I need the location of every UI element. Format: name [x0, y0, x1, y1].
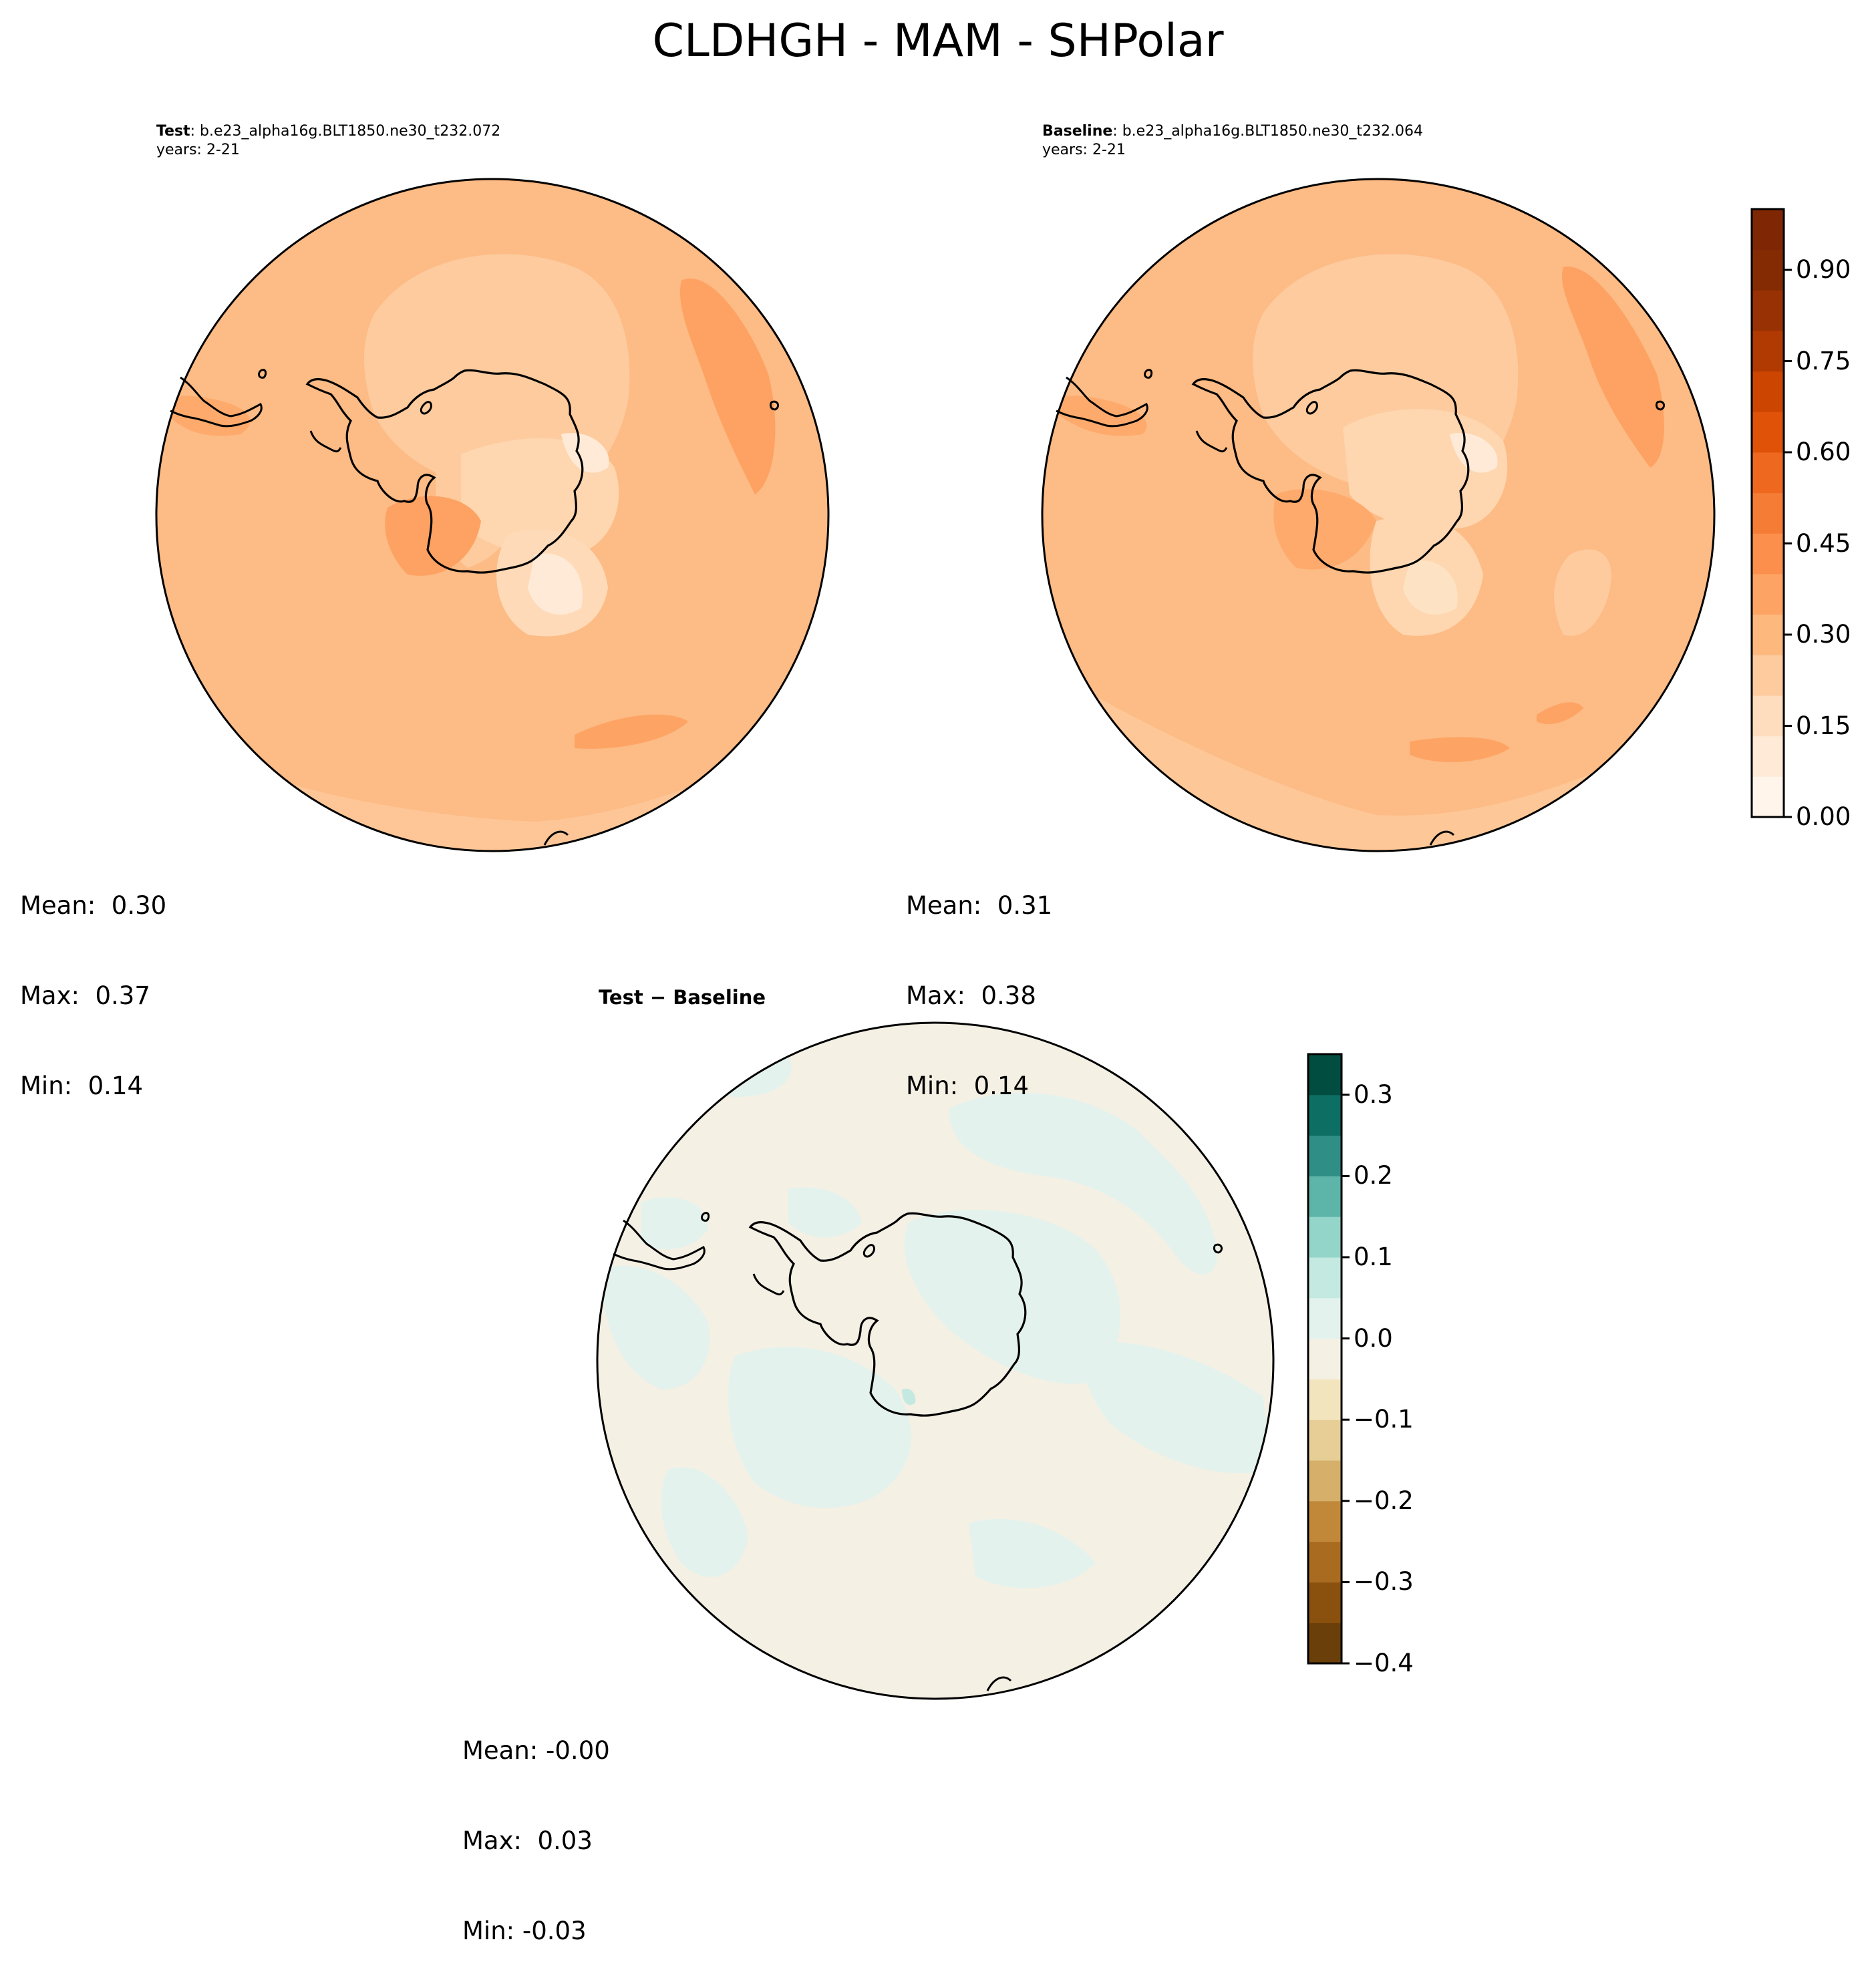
colorbar-segment [1752, 411, 1784, 453]
colorbar-segment [1752, 209, 1784, 251]
colorbar-segment [1308, 1176, 1342, 1217]
colorbar-segment [1308, 1054, 1342, 1096]
diff-stats: Mean: -0.00 Max: 0.03 Min: -0.03 [462, 1675, 610, 1976]
colorbar-segment [1308, 1420, 1342, 1461]
colorbar-tick-label: 0.00 [1796, 802, 1851, 831]
colorbar-tick-label: 0.90 [1796, 255, 1851, 284]
diff-colorbar-frame [1307, 1053, 1343, 1665]
test-min: Min: 0.14 [20, 1072, 144, 1100]
colorbar-segment [1752, 735, 1784, 777]
main-colorbar-ticks [1784, 269, 1792, 818]
colorbar-segment [1752, 331, 1784, 372]
colorbar-tick-label: 0.60 [1796, 438, 1851, 466]
test-label: Test [156, 123, 190, 140]
colorbar-tick-label: −0.3 [1354, 1567, 1414, 1597]
colorbar-segment [1752, 290, 1784, 331]
colorbar-segment [1308, 1460, 1342, 1502]
colorbar-segment [1308, 1135, 1342, 1176]
colorbar-tick-label: 0.2 [1354, 1161, 1393, 1190]
diff-colorbar [1308, 1054, 1342, 1664]
test-case: : b.e23_alpha16g.BLT1850.ne30_t232.072 [190, 123, 501, 140]
test-years: years: 2-21 [156, 142, 240, 158]
colorbar-segment [1752, 492, 1784, 534]
diff-min: Min: -0.03 [462, 1917, 587, 1945]
baseline-mean: Mean: 0.31 [906, 891, 1053, 920]
test-stats: Mean: 0.30 Max: 0.37 Min: 0.14 [20, 830, 166, 1131]
colorbar-segment [1308, 1257, 1342, 1299]
diff-map-boundary [596, 1021, 1275, 1700]
baseline-years: years: 2-21 [1042, 142, 1126, 158]
baseline-label: Baseline [1042, 123, 1113, 140]
colorbar-segment [1308, 1094, 1342, 1136]
colorbar-tick-label: −0.4 [1354, 1649, 1414, 1677]
colorbar-segment [1308, 1541, 1342, 1583]
colorbar-tick-label: −0.2 [1354, 1486, 1414, 1515]
colorbar-segment [1308, 1297, 1342, 1339]
colorbar-tick-label: 0.3 [1354, 1080, 1393, 1109]
colorbar-tick-label: 0.0 [1354, 1323, 1393, 1353]
colorbar-segment [1752, 533, 1784, 574]
baseline-map-boundary [1041, 178, 1716, 852]
test-panel-title: Test: b.e23_alpha16g.BLT1850.ne30_t232.0… [156, 122, 500, 160]
colorbar-tick-label: 0.1 [1354, 1243, 1393, 1271]
colorbar-segment [1308, 1623, 1342, 1664]
colorbar-segment [1308, 1582, 1342, 1623]
colorbar-segment [1308, 1379, 1342, 1420]
colorbar-segment [1752, 614, 1784, 655]
baseline-max: Max: 0.38 [906, 981, 1036, 1010]
figure-canvas [155, 178, 1792, 1700]
colorbar-segment [1752, 655, 1784, 696]
diff-mean: Mean: -0.00 [462, 1736, 610, 1765]
diff-max: Max: 0.03 [462, 1826, 593, 1855]
baseline-case: : b.e23_alpha16g.BLT1850.ne30_t232.064 [1112, 123, 1423, 140]
colorbar-segment [1308, 1216, 1342, 1258]
test-mean: Mean: 0.30 [20, 891, 167, 920]
colorbar-segment [1752, 695, 1784, 737]
colorbar-segment [1308, 1500, 1342, 1542]
colorbar-segment [1752, 249, 1784, 291]
colorbar-segment [1752, 452, 1784, 494]
baseline-min: Min: 0.14 [906, 1072, 1030, 1100]
colorbar-tick-label: 0.15 [1796, 711, 1851, 740]
main-colorbar [1752, 209, 1784, 818]
colorbar-tick-label: 0.45 [1796, 528, 1851, 558]
figure-title: CLDHGH - MAM - SHPolar [652, 15, 1224, 67]
baseline-stats: Mean: 0.31 Max: 0.38 Min: 0.14 [906, 830, 1052, 1131]
colorbar-segment [1752, 776, 1784, 818]
test-map-boundary [155, 178, 830, 852]
colorbar-segment [1752, 574, 1784, 615]
test-max: Max: 0.37 [20, 981, 150, 1010]
colorbar-tick-label: 0.30 [1796, 620, 1851, 649]
diff-panel-title: Test − Baseline [599, 986, 766, 1009]
diff-map [597, 1023, 1273, 1699]
diff-colorbar-ticks [1342, 1094, 1350, 1665]
baseline-panel-title: Baseline: b.e23_alpha16g.BLT1850.ne30_t2… [1042, 122, 1423, 160]
main-colorbar-frame [1750, 208, 1785, 818]
colorbar-tick-label: −0.1 [1354, 1405, 1414, 1434]
colorbar-tick-label: 0.75 [1796, 346, 1851, 375]
colorbar-segment [1308, 1338, 1342, 1379]
colorbar-segment [1752, 371, 1784, 412]
